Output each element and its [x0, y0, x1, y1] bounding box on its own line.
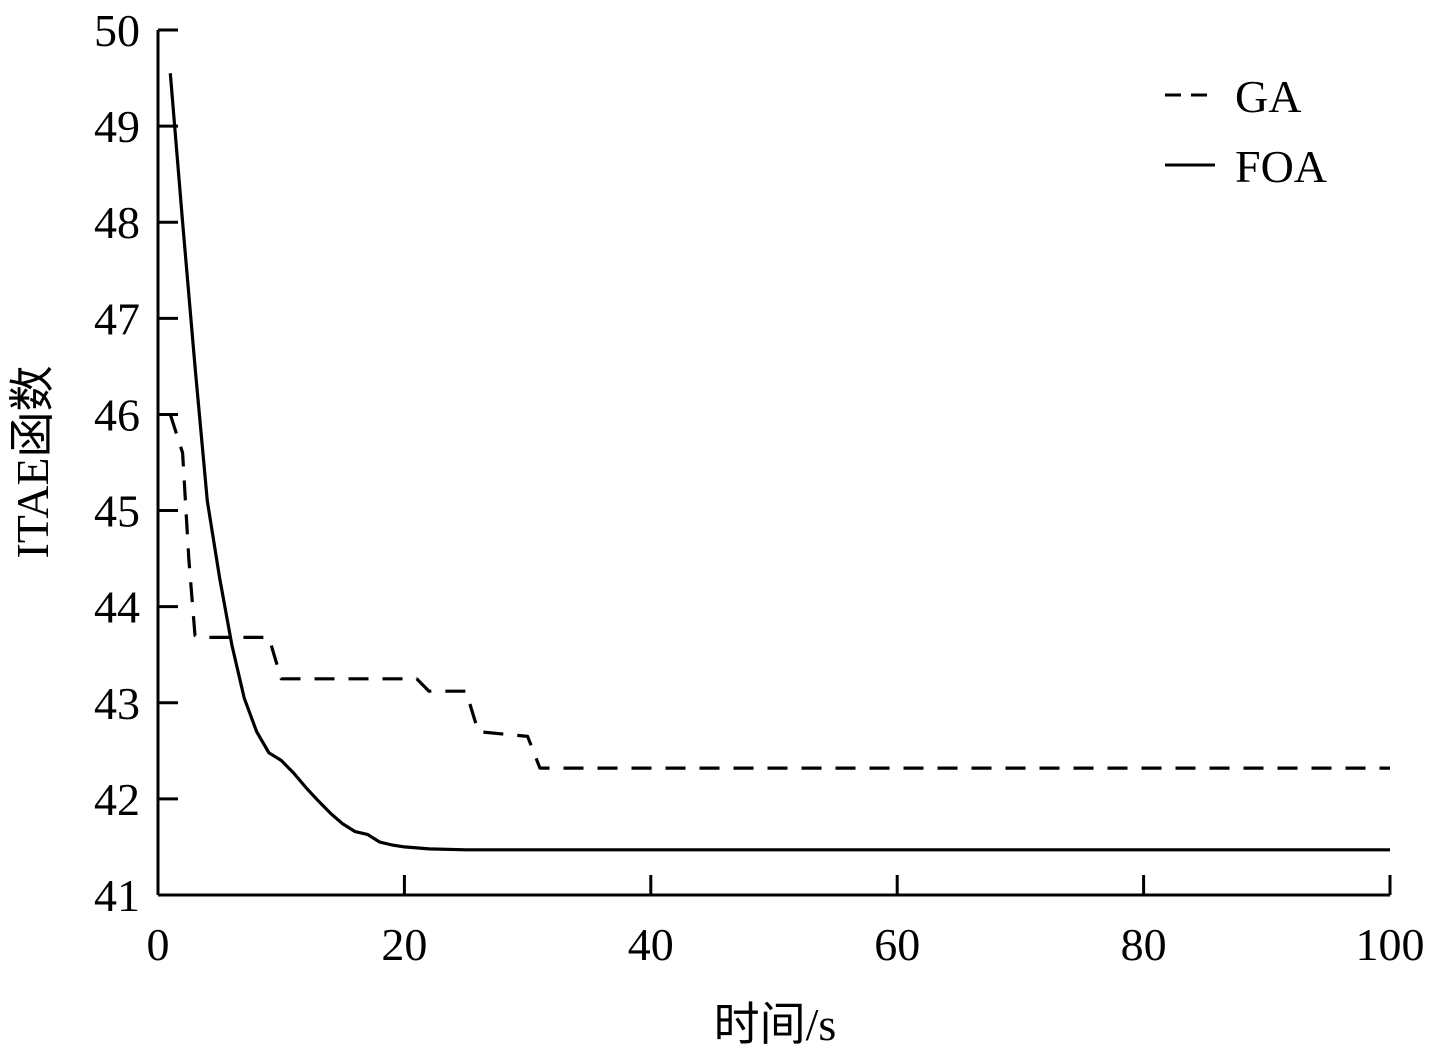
legend-label-foa: FOA	[1235, 141, 1327, 192]
y-tick-label: 41	[94, 870, 140, 921]
x-tick-label: 0	[147, 919, 170, 970]
x-tick-label: 100	[1356, 919, 1425, 970]
x-tick-label: 80	[1121, 919, 1167, 970]
y-tick-label: 45	[94, 486, 140, 537]
y-tick-label: 47	[94, 293, 140, 344]
x-tick-label: 20	[381, 919, 427, 970]
y-tick-label: 46	[94, 389, 140, 440]
x-tick-label: 40	[628, 919, 674, 970]
series-line-foa	[168, 73, 1390, 852]
x-axis-title: 时间/s	[714, 999, 837, 1050]
series-line-ga	[168, 413, 1390, 770]
x-axis-ticks: 0 20 40 60 80 100	[147, 875, 1425, 970]
y-tick-label: 42	[94, 774, 140, 825]
y-tick-label: 43	[94, 678, 140, 729]
x-tick-label: 60	[874, 919, 920, 970]
y-tick-label: 49	[94, 101, 140, 152]
y-axis-title: ITAE函数	[7, 365, 58, 558]
y-tick-label: 44	[94, 582, 140, 633]
y-tick-label: 50	[94, 5, 140, 56]
legend-label-ga: GA	[1235, 71, 1301, 122]
plot-frame	[156, 30, 1390, 897]
series-layer	[168, 73, 1390, 852]
y-axis-ticks: 41 42 43 44 45 46 47 48 49 50	[94, 5, 178, 921]
legend: GA FOA	[1165, 71, 1327, 192]
y-tick-label: 48	[94, 197, 140, 248]
